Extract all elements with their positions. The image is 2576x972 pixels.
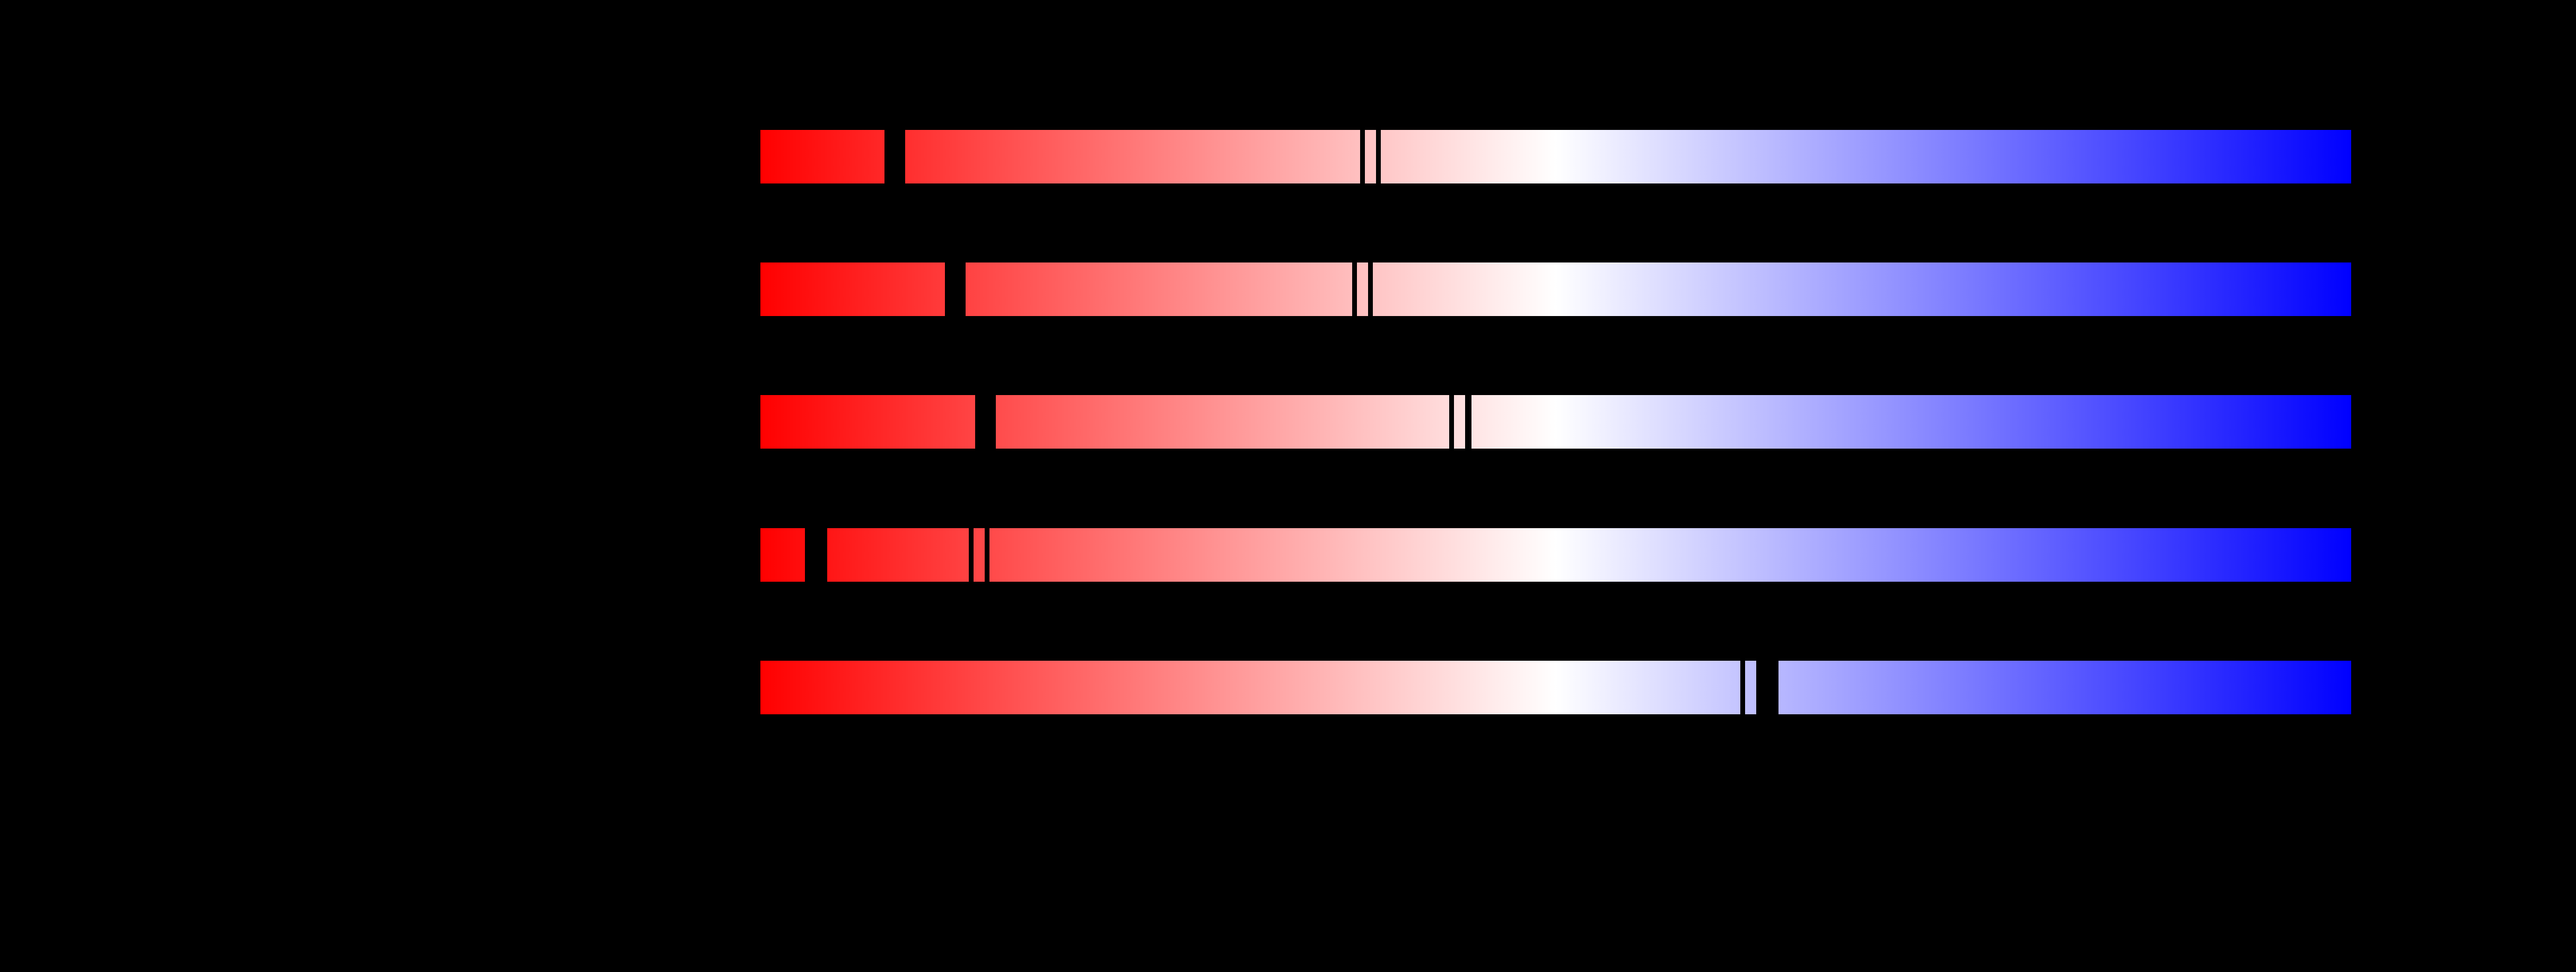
bar-tick-marker (1740, 661, 1745, 714)
bar-tick-marker (1368, 262, 1373, 316)
bar-tick-marker (969, 528, 974, 582)
bar-tick-marker (1376, 130, 1381, 183)
bar-tick-marker (1465, 395, 1471, 449)
gradient-bar (760, 528, 2351, 582)
bar-tick-marker (1352, 262, 1357, 316)
bar-break-marker (975, 395, 996, 449)
bar-tick-marker (1449, 395, 1454, 449)
bar-break-marker (945, 262, 966, 316)
gradient-bar (760, 130, 2351, 183)
gradient-bar (760, 395, 2351, 449)
bar-tick-marker (985, 528, 989, 582)
bar-break-marker (884, 130, 905, 183)
gradient-bar (760, 661, 2351, 714)
bar-break-marker (805, 528, 827, 582)
bar-break-marker (1756, 661, 1778, 714)
bar-tick-marker (1360, 130, 1365, 183)
gradient-bar (760, 262, 2351, 316)
